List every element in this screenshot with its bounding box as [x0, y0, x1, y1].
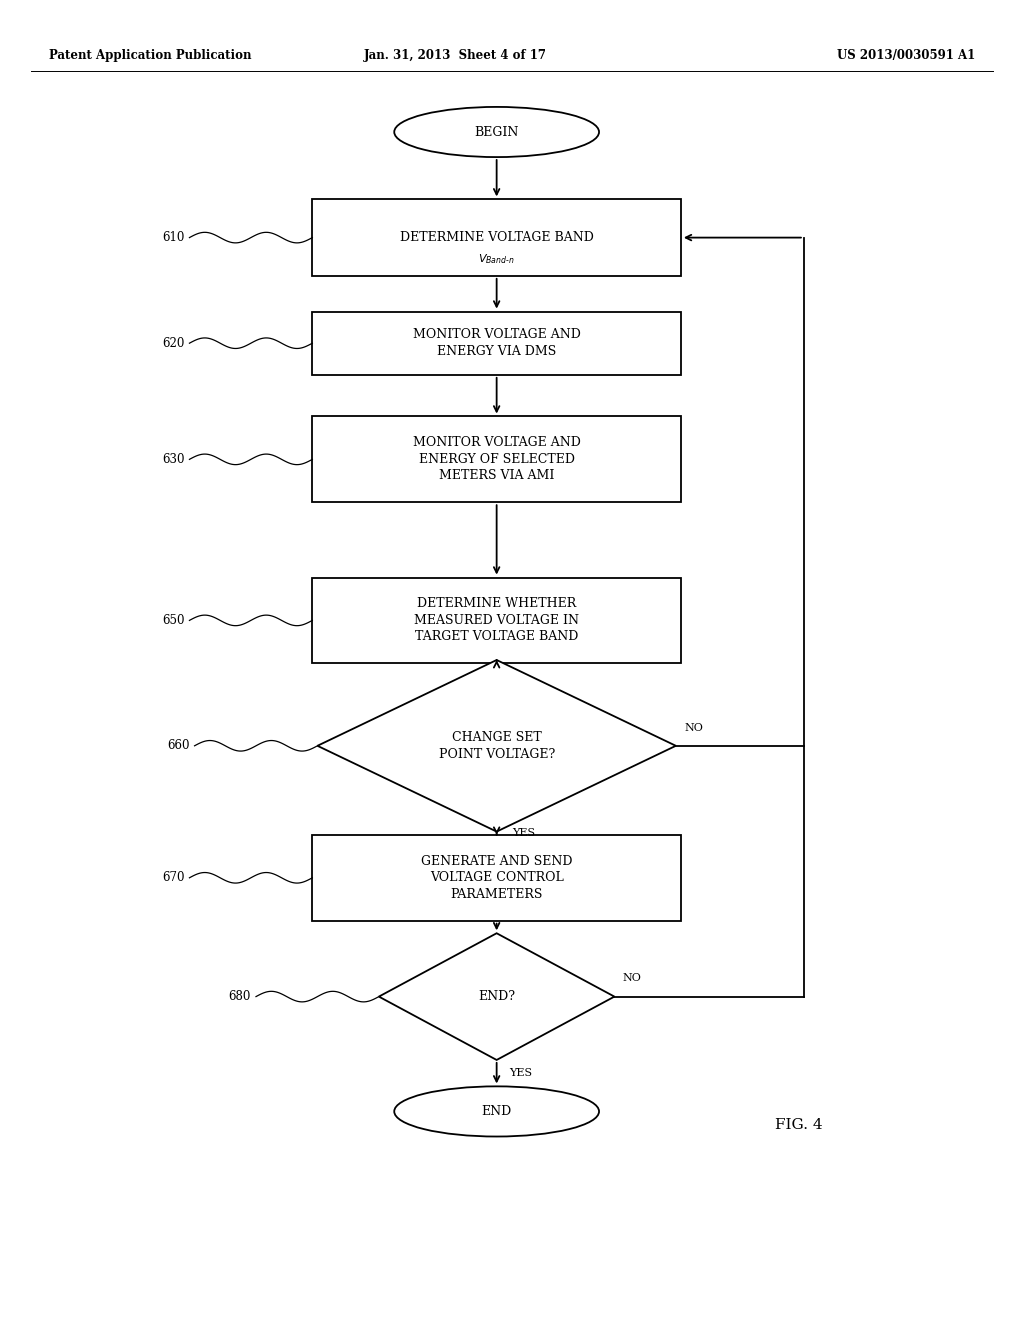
- Text: GENERATE AND SEND
VOLTAGE CONTROL
PARAMETERS: GENERATE AND SEND VOLTAGE CONTROL PARAME…: [421, 855, 572, 900]
- Text: NO: NO: [623, 973, 641, 983]
- Text: US 2013/0030591 A1: US 2013/0030591 A1: [837, 49, 975, 62]
- Text: DETERMINE VOLTAGE BAND: DETERMINE VOLTAGE BAND: [399, 231, 594, 244]
- Text: Patent Application Publication: Patent Application Publication: [49, 49, 252, 62]
- Ellipse shape: [394, 1086, 599, 1137]
- Ellipse shape: [394, 107, 599, 157]
- Text: END?: END?: [478, 990, 515, 1003]
- Text: MONITOR VOLTAGE AND
ENERGY OF SELECTED
METERS VIA AMI: MONITOR VOLTAGE AND ENERGY OF SELECTED M…: [413, 437, 581, 482]
- Bar: [312, 416, 681, 502]
- Text: YES: YES: [512, 828, 536, 838]
- Text: 660: 660: [167, 739, 189, 752]
- Text: 670: 670: [162, 871, 184, 884]
- Text: 620: 620: [162, 337, 184, 350]
- Bar: [312, 836, 681, 921]
- Polygon shape: [317, 660, 676, 832]
- Text: $V_{Band\text{-}n}$: $V_{Band\text{-}n}$: [478, 252, 515, 265]
- Text: 680: 680: [228, 990, 251, 1003]
- Text: DETERMINE WHETHER
MEASURED VOLTAGE IN
TARGET VOLTAGE BAND: DETERMINE WHETHER MEASURED VOLTAGE IN TA…: [414, 598, 580, 643]
- Bar: [312, 312, 681, 375]
- Text: END: END: [481, 1105, 512, 1118]
- Bar: [312, 199, 681, 276]
- Text: 610: 610: [162, 231, 184, 244]
- Text: CHANGE SET
POINT VOLTAGE?: CHANGE SET POINT VOLTAGE?: [438, 731, 555, 760]
- Bar: [312, 578, 681, 663]
- Polygon shape: [379, 933, 614, 1060]
- Text: MONITOR VOLTAGE AND
ENERGY VIA DMS: MONITOR VOLTAGE AND ENERGY VIA DMS: [413, 329, 581, 358]
- Text: 650: 650: [162, 614, 184, 627]
- Text: Jan. 31, 2013  Sheet 4 of 17: Jan. 31, 2013 Sheet 4 of 17: [365, 49, 547, 62]
- Text: YES: YES: [509, 1068, 532, 1078]
- Text: 630: 630: [162, 453, 184, 466]
- Text: FIG. 4: FIG. 4: [775, 1118, 822, 1131]
- Text: BEGIN: BEGIN: [474, 125, 519, 139]
- Text: NO: NO: [684, 722, 702, 733]
